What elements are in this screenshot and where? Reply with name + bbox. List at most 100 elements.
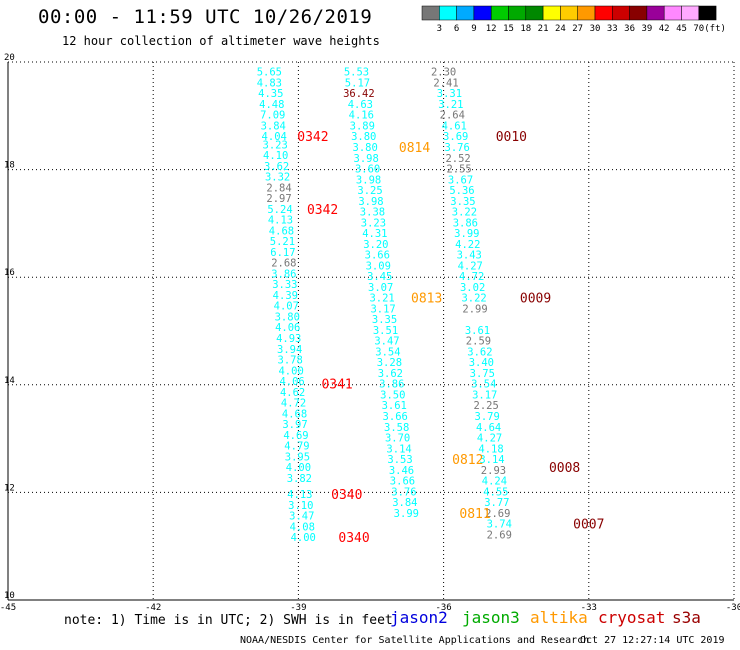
data-label: 2.93 xyxy=(481,465,506,477)
timestamp: Oct 27 12:27:14 UTC 2019 xyxy=(580,635,725,646)
data-label: 6.17 xyxy=(270,247,295,259)
data-label: 3.22 xyxy=(461,293,486,305)
legend-jason3: jason3 xyxy=(462,608,520,627)
data-label: 4.00 xyxy=(278,365,303,377)
data-label: 3.80 xyxy=(275,311,300,323)
data-label: 2.30 xyxy=(431,67,456,79)
page-title: 00:00 - 11:59 UTC 10/26/2019 xyxy=(38,6,373,28)
data-label: 3.97 xyxy=(282,419,307,431)
data-label: 2.25 xyxy=(474,400,499,412)
data-label: 4.07 xyxy=(274,301,299,313)
data-label: 3.67 xyxy=(448,174,473,186)
data-label: 3.95 xyxy=(285,451,310,463)
y-tick-label: 12 xyxy=(4,483,15,493)
pass-time-label: 0008 xyxy=(549,461,580,476)
color-swatch xyxy=(456,5,475,21)
data-label: 3.45 xyxy=(367,271,392,283)
color-swatch xyxy=(698,5,717,21)
color-legend-label: 6 xyxy=(454,24,459,34)
data-label: 3.38 xyxy=(360,207,385,219)
data-label: 3.23 xyxy=(361,217,386,229)
data-label: 4.68 xyxy=(282,408,307,420)
color-swatch xyxy=(525,5,544,21)
legend-cryosat: cryosat xyxy=(598,608,666,627)
data-label: 3.79 xyxy=(475,411,500,423)
data-label: 3.17 xyxy=(370,303,395,315)
data-label: 2.68 xyxy=(271,258,296,270)
data-label: 3.84 xyxy=(261,120,286,132)
data-label: 2.97 xyxy=(266,193,291,205)
data-label: 4.00 xyxy=(291,532,316,544)
data-label: 4.72 xyxy=(459,271,484,283)
data-label: 4.93 xyxy=(276,333,301,345)
data-label: 3.98 xyxy=(354,153,379,165)
data-label: 4.62 xyxy=(280,387,305,399)
data-label: 4.13 xyxy=(268,215,293,227)
pass-time-label: 0010 xyxy=(496,130,527,145)
data-label: 4.31 xyxy=(362,228,387,240)
data-label: 4.48 xyxy=(259,99,284,111)
data-label: 3.76 xyxy=(391,486,416,498)
color-legend-label: 12 xyxy=(486,24,497,34)
color-legend-label: 24 xyxy=(555,24,566,34)
data-label: 3.14 xyxy=(386,443,411,455)
data-label: 3.80 xyxy=(353,142,378,154)
data-label: 3.75 xyxy=(470,368,495,380)
data-label: 4.27 xyxy=(458,260,483,272)
data-label: 3.10 xyxy=(288,500,313,512)
data-label: 2.59 xyxy=(466,336,491,348)
color-swatch xyxy=(612,5,630,21)
data-label: 2.84 xyxy=(266,182,291,194)
color-legend-label: 3 xyxy=(437,24,442,34)
data-label: 2.52 xyxy=(445,153,470,165)
data-label: 3.21 xyxy=(369,293,394,305)
data-label: 3.66 xyxy=(383,411,408,423)
data-label: 3.82 xyxy=(287,473,312,485)
data-label: 2.69 xyxy=(485,508,510,520)
data-label: 2.55 xyxy=(446,164,471,176)
data-label: 3.40 xyxy=(469,357,494,369)
x-tick-label: -33 xyxy=(581,603,597,613)
data-label: 3.62 xyxy=(378,368,403,380)
y-tick-label: 18 xyxy=(4,161,15,171)
pass-time-label: 0340 xyxy=(338,531,369,546)
data-label: 3.07 xyxy=(368,282,393,294)
data-label: 3.94 xyxy=(277,344,302,356)
legend-altika: altika xyxy=(530,608,588,627)
color-swatch xyxy=(542,5,561,21)
data-label: 7.09 xyxy=(260,110,285,122)
color-legend-label: (ft) xyxy=(704,24,726,34)
pass-time-label: 0813 xyxy=(411,292,442,307)
data-label: 4.06 xyxy=(275,322,300,334)
data-label: 3.74 xyxy=(487,519,512,531)
color-legend-label: 27 xyxy=(572,24,583,34)
data-label: 3.58 xyxy=(384,422,409,434)
data-label: 3.66 xyxy=(390,476,415,488)
data-label: 3.86 xyxy=(379,379,404,391)
pass-time-label: 0340 xyxy=(331,488,362,503)
data-label: 4.39 xyxy=(273,290,298,302)
data-label: 2.69 xyxy=(487,529,512,541)
color-swatch xyxy=(490,5,509,21)
data-label: 3.47 xyxy=(374,336,399,348)
data-label: 3.21 xyxy=(438,99,463,111)
color-swatch xyxy=(646,5,665,21)
color-swatch xyxy=(473,5,492,21)
data-label: 4.55 xyxy=(483,486,508,498)
data-label: 3.70 xyxy=(385,433,410,445)
data-label: 3.23 xyxy=(263,139,288,151)
color-legend-label: 9 xyxy=(471,24,476,34)
color-swatch xyxy=(508,5,527,21)
data-label: 4.35 xyxy=(258,88,283,100)
grid xyxy=(7,61,735,601)
data-label: 4.79 xyxy=(284,441,309,453)
data-label: 4.18 xyxy=(478,443,503,455)
data-label: 4.22 xyxy=(455,239,480,251)
data-label: 3.35 xyxy=(372,314,397,326)
data-label: 4.72 xyxy=(281,398,306,410)
data-label: 3.98 xyxy=(356,174,381,186)
color-legend-label: 39 xyxy=(641,24,652,34)
data-label: 4.61 xyxy=(442,120,467,132)
data-label: 3.66 xyxy=(365,250,390,262)
data-label: 3.33 xyxy=(272,279,297,291)
